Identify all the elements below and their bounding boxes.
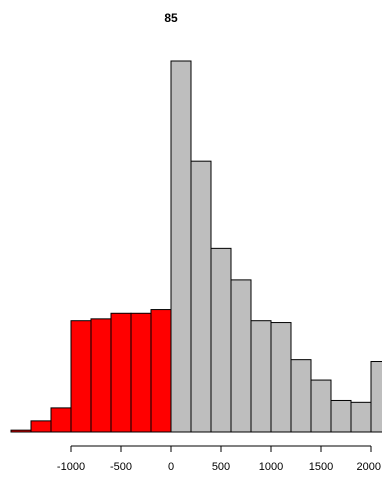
x-tick-label: 0: [168, 461, 174, 473]
histogram-bar: [110, 312, 132, 433]
histogram-bar: [10, 429, 32, 433]
histogram-bar: [50, 407, 72, 433]
histogram-bar: [170, 60, 192, 433]
x-tick-label: -500: [110, 461, 132, 473]
histogram-bar: [290, 359, 312, 433]
histogram-bar: [30, 420, 52, 433]
histogram-bar: [70, 320, 92, 433]
histogram-bar: [250, 320, 272, 433]
x-tick-label: 1000: [259, 461, 283, 473]
histogram-bar: [210, 247, 232, 433]
histogram-bar: [350, 401, 372, 433]
histogram-bar: [310, 379, 332, 433]
histogram-bar: [370, 361, 382, 433]
x-tick-label: 500: [212, 461, 230, 473]
histogram-bar: [90, 318, 112, 433]
histogram-bar: [330, 399, 352, 433]
x-tick-label: -1000: [57, 461, 85, 473]
chart-title: 85: [164, 11, 178, 25]
histogram-bar: [150, 309, 172, 433]
x-tick-label: 2000: [357, 461, 381, 473]
x-axis: -1000 -500 0 500 1000 1500 2000: [57, 445, 381, 473]
histogram-bar: [130, 312, 152, 433]
histogram-bar: [190, 160, 212, 433]
histogram-bar: [270, 322, 292, 433]
histogram-bar: [230, 279, 252, 433]
bars-group: [10, 60, 382, 433]
x-tick-label: 1500: [309, 461, 333, 473]
